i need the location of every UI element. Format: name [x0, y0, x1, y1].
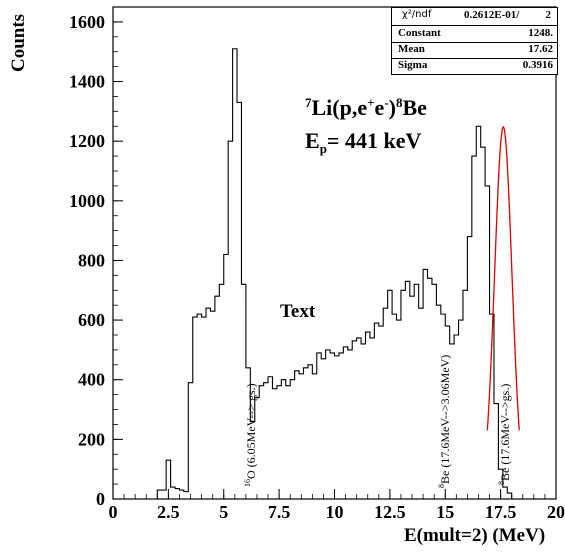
- x-tick-label: 17.5: [485, 502, 517, 522]
- x-tick-label: 10: [326, 502, 344, 522]
- peak-label-text: Be (17.6MeV-->3.06MeV): [438, 354, 452, 484]
- y-tick-label: 600: [78, 310, 105, 330]
- x-tick-label: 2.5: [157, 502, 180, 522]
- reaction-sup3: 8: [395, 95, 403, 110]
- chi2-row: χ²/ndf 0.2612E-01/ 2: [392, 8, 557, 26]
- energy-rest: = 441 keV: [326, 128, 422, 153]
- peak-label-sup: 8: [437, 484, 446, 488]
- ndf-value: 2: [545, 9, 552, 21]
- peak-label-text: Be (17.6MeV-->gs.): [498, 383, 512, 481]
- x-tick-label: 7.5: [268, 502, 291, 522]
- y-tick-label: 1200: [69, 131, 105, 151]
- y-tick-label: 200: [78, 429, 105, 449]
- x-axis-title: E(mult=2) (MeV): [404, 525, 546, 546]
- text-annotation: Text: [280, 301, 316, 322]
- stats-value: 17.62: [528, 43, 553, 55]
- x-tick-label: 5: [219, 502, 228, 522]
- reaction-sup1: +: [367, 95, 375, 110]
- stats-row-constant: Constant 1248.: [392, 26, 557, 43]
- stats-value: 1248.: [528, 27, 553, 39]
- y-tick-label: 1600: [69, 12, 105, 32]
- energy-sub: p: [319, 141, 327, 156]
- reaction-pre: 7: [305, 95, 312, 110]
- x-tick-label: 0: [109, 502, 118, 522]
- peak-label-o16: 16O (6.05MeV--> gs.): [243, 383, 259, 487]
- y-tick-label: 400: [78, 370, 105, 390]
- reaction-main3: ): [388, 95, 396, 120]
- chi2-value: 0.2612E-01/: [464, 9, 520, 21]
- reaction-sup2: -: [384, 95, 389, 110]
- energy-label: Ep= 441 keV: [305, 128, 421, 157]
- peak-label-be8-excited: 8Be (17.6MeV-->3.06MeV): [437, 355, 453, 488]
- reaction-main1: Li(p,e: [311, 95, 368, 120]
- y-axis-title: Counts: [8, 13, 29, 72]
- energy-main: E: [305, 128, 320, 153]
- stats-key: Mean: [398, 43, 425, 55]
- fit-stats-box: χ²/ndf 0.2612E-01/ 2 Constant 1248. Mean…: [391, 7, 558, 75]
- x-tick-label: 12.5: [374, 502, 406, 522]
- stats-key: Sigma: [398, 59, 428, 71]
- stats-row-mean: Mean 17.62: [392, 42, 557, 59]
- stats-row-sigma: Sigma 0.3916: [392, 58, 557, 74]
- reaction-main4: Be: [402, 95, 427, 120]
- chi2-label: χ²/ndf: [402, 9, 432, 20]
- gaussian-fit-curve: [486, 125, 520, 431]
- y-tick-label: 800: [78, 250, 105, 270]
- x-tick-label: 20: [547, 502, 565, 522]
- reaction-main2: e: [374, 95, 385, 120]
- stats-value: 0.3916: [522, 59, 553, 71]
- peak-label-be8-gs: 8Be (17.6MeV-->gs.): [497, 384, 513, 485]
- reaction-label: 7Li(p,e+e-)8Be: [305, 95, 427, 121]
- stats-key: Constant: [398, 27, 441, 39]
- x-tick-label: 15: [436, 502, 454, 522]
- y-tick-label: 1000: [69, 191, 105, 211]
- y-tick-label: 1400: [69, 72, 105, 92]
- y-tick-label: 0: [96, 489, 105, 509]
- peak-label-sup: 16: [243, 479, 252, 487]
- peak-label-sup: 8: [497, 481, 506, 485]
- histogram-series: [113, 48, 556, 500]
- peak-label-text: O (6.05MeV--> gs.): [244, 383, 258, 479]
